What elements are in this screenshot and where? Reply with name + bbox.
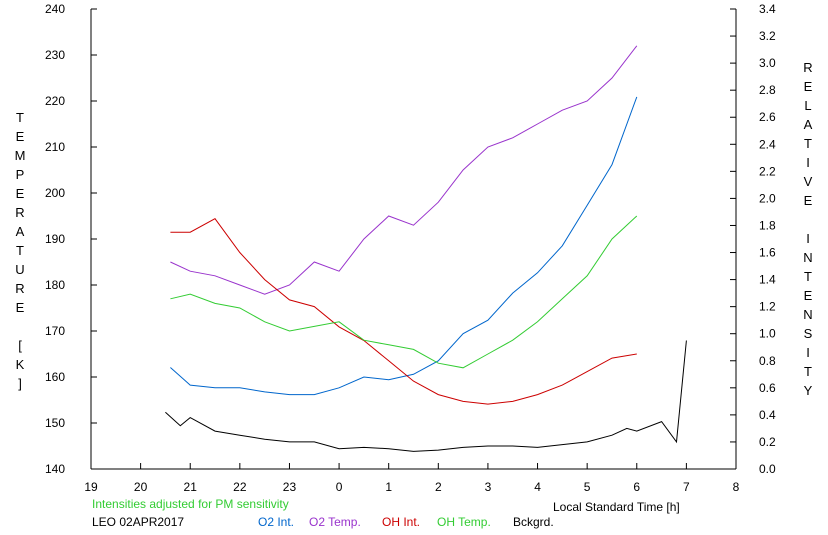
left-tick-label: 180 <box>45 278 65 292</box>
right-tick-label: 3.0 <box>759 56 776 70</box>
left-tick-label: 150 <box>45 416 65 430</box>
series-o2-int-line <box>170 96 638 396</box>
left-tick-label: 190 <box>45 232 65 246</box>
x-tick-label: 6 <box>633 480 640 494</box>
left-tick-labels: 140 150 160 170 180 190 200 210 220 230 240 <box>45 2 97 476</box>
sensitivity-note: Intensities adjusted for PM sensitivity <box>92 497 289 511</box>
series-bckgrd-line <box>165 340 687 452</box>
x-tick-label: 5 <box>584 480 591 494</box>
right-tick-label: 1.6 <box>759 246 776 260</box>
legend-item: O2 Temp. <box>309 515 361 529</box>
right-tick-label: 0.4 <box>759 408 776 422</box>
left-tick-label: 220 <box>45 94 65 108</box>
series-layer <box>165 45 687 452</box>
series-oh-temp-line <box>170 215 638 369</box>
left-tick-label: 200 <box>45 186 65 200</box>
right-tick-label: 1.2 <box>759 300 776 314</box>
x-axis-label: Local Standard Time [h] <box>553 500 680 514</box>
x-tick-label: 19 <box>84 480 98 494</box>
x-tick-label: 8 <box>733 480 740 494</box>
right-tick-label: 2.6 <box>759 110 776 124</box>
right-tick-label: 2.4 <box>759 137 776 151</box>
x-tick-label: 23 <box>283 480 297 494</box>
x-tick-label: 1 <box>385 480 392 494</box>
x-tick-label: 21 <box>184 480 198 494</box>
right-tick-label: 1.8 <box>759 218 776 232</box>
right-tick-label: 2.0 <box>759 191 776 205</box>
axes <box>90 9 737 470</box>
x-tick-label: 2 <box>435 480 442 494</box>
x-tick-label: 7 <box>683 480 690 494</box>
right-tick-label: 3.2 <box>759 29 776 43</box>
series-oh-int-line <box>170 218 637 405</box>
legend-item: Bckgrd. <box>513 515 554 529</box>
right-tick-label: 1.0 <box>759 327 776 341</box>
series-o2-temp-line <box>170 45 638 295</box>
x-tick-label: 20 <box>134 480 148 494</box>
legend-item: OH Temp. <box>437 515 491 529</box>
right-tick-labels: 0.0 0.2 0.4 0.6 0.8 1.0 1.2 1.4 1.6 1.8 2.0 2.2 2.4 2… <box>730 2 776 476</box>
right-tick-label: 0.0 <box>759 462 776 476</box>
x-tick-label: 22 <box>233 480 247 494</box>
x-tick-labels: 19 20 21 22 23 0 1 2 3 4 5 6 7 8 <box>84 463 740 494</box>
legend-item: O2 Int. <box>258 515 295 529</box>
x-tick-label: 4 <box>534 480 541 494</box>
right-tick-label: 0.8 <box>759 354 776 368</box>
right-tick-label: 0.2 <box>759 435 776 449</box>
x-tick-label: 3 <box>485 480 492 494</box>
left-tick-label: 230 <box>45 48 65 62</box>
right-tick-label: 2.8 <box>759 83 776 97</box>
right-tick-label: 2.2 <box>759 164 776 178</box>
left-tick-label: 160 <box>45 370 65 384</box>
right-tick-label: 3.4 <box>759 2 776 16</box>
x-tick-label: 0 <box>336 480 343 494</box>
left-tick-label: 240 <box>45 2 65 16</box>
legend-item: OH Int. <box>382 515 421 529</box>
left-tick-label: 140 <box>45 462 65 476</box>
left-tick-label: 210 <box>45 140 65 154</box>
left-tick-label: 170 <box>45 324 65 338</box>
right-tick-label: 0.6 <box>759 381 776 395</box>
right-tick-label: 1.4 <box>759 273 776 287</box>
station-label: LEO 02APR2017 <box>92 515 185 529</box>
